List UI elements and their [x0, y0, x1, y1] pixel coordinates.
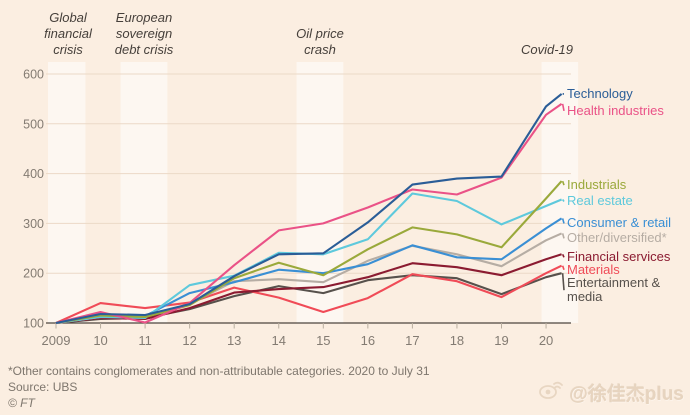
legend-label-real-estate: Real estate	[567, 193, 633, 209]
annotation-line: crash	[304, 42, 336, 57]
annotation-line: crisis	[53, 42, 83, 57]
annotation-european-debt-crisis: European sovereign debt crisis	[115, 10, 174, 58]
y-axis-tick-label: 200	[23, 267, 44, 281]
x-axis-tick-label: 16	[361, 333, 375, 348]
x-axis-tick-label: 12	[182, 333, 196, 348]
legend-label-technology: Technology	[567, 85, 633, 101]
annotation-line: Global	[49, 10, 87, 25]
legend-connector-industrials	[561, 180, 565, 186]
x-axis-tick-label: 14	[272, 333, 286, 348]
legend-label-other-diversified: Other/diversified*	[567, 230, 667, 246]
legend-connector-health-industries	[561, 103, 565, 112]
x-axis-tick-label: 13	[227, 333, 241, 348]
legend-label-consumer-retail: Consumer & retail	[567, 215, 672, 231]
legend-label-materials: Materials	[567, 261, 620, 277]
weibo-icon	[538, 378, 564, 406]
x-axis-tick-label: 11	[138, 333, 152, 348]
event-band	[296, 62, 344, 323]
legend-connector-materials	[561, 265, 565, 270]
legend-connector-other-diversified	[561, 233, 565, 239]
x-axis-tick-label: 10	[93, 333, 107, 348]
chart-footer: *Other contains conglomerates and non-at…	[8, 363, 430, 411]
y-axis-tick-label: 300	[23, 217, 44, 231]
series-line-materials	[55, 264, 563, 324]
legend-label-financial-services: Financial services	[567, 249, 671, 265]
x-axis-tick-label: 15	[316, 333, 330, 348]
y-axis-tick-label: 600	[23, 68, 44, 82]
series-line-technology	[55, 93, 563, 325]
legend-label-industrials: Industrials	[567, 177, 627, 193]
event-band	[120, 62, 168, 323]
legend-label-health-industries: Health industries	[567, 102, 664, 118]
x-axis-tick-label: 20	[539, 333, 553, 348]
y-axis-tick-label: 400	[23, 167, 44, 181]
watermark-text: @徐佳杰plus	[569, 383, 684, 405]
source-line: Source: UBS	[8, 380, 78, 394]
legend-connector-entertainment-media	[561, 273, 565, 291]
legend-connector-financial-services	[561, 253, 565, 258]
annotation-line: financial	[44, 26, 92, 41]
annotation-line: debt crisis	[114, 42, 174, 57]
x-axis-tick-label: 17	[405, 333, 419, 348]
annotation-global-financial-crisis: Global financial crisis	[44, 10, 92, 58]
legend-connector-real-estate	[561, 199, 565, 202]
legend-label-entertainment-media: Entertainment & media	[567, 275, 661, 305]
annotation-line: European	[115, 10, 173, 25]
y-axis-tick-label: 100	[23, 317, 44, 331]
footnote: *Other contains conglomerates and non-at…	[8, 364, 430, 378]
event-band	[47, 62, 86, 323]
x-axis-tick-label: 19	[494, 333, 508, 348]
x-axis-tick-label: 2009	[42, 333, 71, 348]
legend-connector-consumer-retail	[561, 218, 565, 224]
weibo-watermark: @徐佳杰plus	[538, 378, 684, 406]
annotation-covid-19: Covid-19	[521, 42, 573, 58]
series-line-industrials	[55, 180, 563, 325]
annotation-line: sovereign	[115, 26, 173, 41]
copyright-ft: © FT	[8, 396, 35, 410]
annotation-line: Covid-19	[520, 42, 574, 57]
x-axis-tick-label: 18	[450, 333, 464, 348]
annotation-oil-price-crash: Oil price crash	[296, 26, 344, 58]
y-axis-tick-label: 500	[23, 117, 44, 131]
annotation-line: Oil price	[296, 26, 344, 41]
